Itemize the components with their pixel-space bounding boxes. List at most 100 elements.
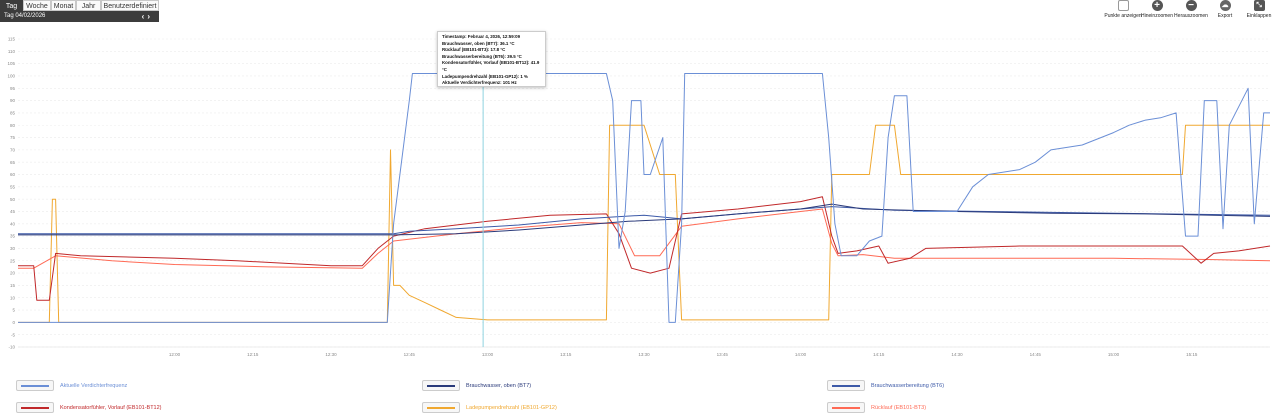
x-axis: 12:00 12:15 12:30 12:45 13:00 13:15 13:30 13:45…	[18, 346, 1270, 357]
series-line	[18, 73, 1270, 323]
export-button[interactable]: ☁ Export	[1208, 0, 1242, 22]
y-tick-label: -5	[11, 332, 15, 337]
legend-label: Kondensatorfühler, Vorlauf (EB101-BT12)	[60, 404, 162, 411]
chart-series	[18, 73, 1271, 323]
x-tick-label: 13:00	[482, 352, 494, 357]
legend-swatch	[827, 380, 865, 391]
tooltip-line: Rücklauf (EB101-BT3): 17.8 °C	[442, 47, 506, 53]
y-tick-label: 85	[10, 111, 16, 116]
tab-benutzerdefiniert[interactable]: Benutzerdefiniert	[101, 0, 159, 11]
date-navigator: Tag 04/02/2026 ‹›	[0, 11, 159, 22]
y-tick-label: 60	[10, 172, 16, 177]
chart-legend: Aktuelle Verdichterfrequenz Brauchwasser,…	[0, 378, 1280, 415]
y-tick-label: -10	[8, 345, 15, 350]
zoom-in-label: Hineinzoomen	[1141, 13, 1173, 19]
legend-swatch	[16, 402, 54, 413]
legend-item[interactable]: Kondensatorfühler, Vorlauf (EB101-BT12)	[16, 402, 162, 413]
y-tick-label: 50	[10, 197, 16, 202]
y-tick-label: 75	[10, 135, 16, 140]
legend-label: Brauchwasser, oben (BT7)	[466, 382, 532, 389]
legend-item[interactable]: Rücklauf (EB101-BT3)	[827, 402, 926, 413]
y-tick-label: 0	[12, 320, 15, 325]
zoom-in-button[interactable]: + Hineinzoomen	[1140, 0, 1174, 22]
series-line	[18, 196, 1271, 301]
x-tick-label: 15:00	[1108, 352, 1120, 357]
y-tick-label: 15	[10, 283, 16, 288]
x-tick-label: 13:30	[638, 352, 650, 357]
y-tick-label: 110	[8, 49, 16, 54]
legend-label: Rücklauf (EB101-BT3)	[871, 404, 927, 411]
y-tick-label: 40	[10, 221, 16, 226]
chart-grid	[18, 38, 1270, 348]
period-tabs: Tag Woche Monat Jahr Benutzerdefiniert Tag 0…	[0, 0, 159, 22]
y-tick-label: 10	[10, 295, 16, 300]
date-nav-arrows[interactable]: ‹›	[141, 12, 153, 21]
y-tick-label: 30	[10, 246, 16, 251]
y-axis: 1151101051009590858075706560555045403530…	[7, 37, 15, 350]
x-tick-label: 13:15	[560, 352, 572, 357]
y-tick-label: 95	[10, 86, 16, 91]
y-tick-label: 70	[10, 147, 16, 152]
tooltip-line: Ladepumpendrehzahl (EB101-GP12): 1 %	[442, 73, 528, 79]
legend-label: Ladepumpendrehzahl (EB101-GP12)	[466, 404, 557, 411]
y-tick-label: 35	[10, 234, 16, 239]
zoom-out-button[interactable]: − Herauszoomen	[1174, 0, 1208, 22]
period-tab-row: Tag Woche Monat Jahr Benutzerdefiniert	[0, 0, 159, 11]
legend-label: Aktuelle Verdichterfrequenz	[60, 382, 128, 389]
x-tick-label: 14:00	[795, 352, 807, 357]
y-tick-label: 25	[10, 258, 16, 263]
legend-swatch	[16, 380, 54, 391]
series-line	[18, 208, 1271, 269]
y-tick-label: 80	[10, 123, 16, 128]
tooltip-line: Timestamp: Februar 4, 2026, 12:59:09	[442, 34, 521, 39]
collapse-label: Einklappen	[1246, 13, 1272, 19]
data-tooltip: Timestamp: Februar 4, 2026, 12:59:09 Brau…	[437, 31, 546, 87]
tab-monat[interactable]: Monat	[51, 0, 76, 11]
y-tick-label: 5	[12, 308, 15, 313]
tooltip-line: Brauchwasser, oben (BT7): 36.1 °C	[442, 40, 515, 46]
export-label: Export	[1217, 13, 1233, 19]
chart-toolbar: Punkte anzeigen + Hineinzoomen − Herausz…	[1104, 0, 1276, 22]
zoom-out-label: Herauszoomen	[1174, 13, 1208, 19]
tooltip-line: Kondensatorfühler, Vorlauf (EB101-BT12):…	[442, 60, 540, 72]
x-tick-label: 14:30	[951, 352, 963, 357]
y-tick-label: 90	[10, 98, 16, 103]
show-points-label: Punkte anzeigen	[1104, 13, 1142, 19]
x-tick-label: 14:15	[873, 352, 885, 357]
x-tick-label: 12:30	[325, 352, 337, 357]
legend-swatch	[422, 380, 460, 391]
legend-item[interactable]: Ladepumpendrehzahl (EB101-GP12)	[422, 402, 557, 413]
legend-swatch	[827, 402, 865, 413]
legend-label: Brauchwasserbereitung (BT6)	[871, 382, 945, 389]
y-tick-label: 65	[10, 160, 16, 165]
y-tick-label: 105	[7, 61, 15, 66]
checkbox-icon	[1117, 0, 1129, 11]
x-tick-label: 12:15	[247, 352, 259, 357]
legend-swatch	[422, 402, 460, 413]
legend-item[interactable]: Aktuelle Verdichterfrequenz	[16, 380, 127, 391]
show-points-button[interactable]: Punkte anzeigen	[1104, 0, 1142, 22]
collapse-button[interactable]: ⤡ Einklappen	[1242, 0, 1276, 22]
x-tick-label: 13:45	[717, 352, 729, 357]
legend-item[interactable]: Brauchwasser, oben (BT7)	[422, 380, 531, 391]
x-tick-label: 15:15	[1186, 352, 1198, 357]
tab-tag[interactable]: Tag	[0, 0, 23, 11]
y-tick-label: 115	[8, 37, 16, 42]
date-label: Tag 04/02/2026	[4, 13, 46, 19]
tooltip-line: Brauchwasserbereitung (BT6): 39.5 °C	[442, 53, 522, 59]
plus-icon: +	[1151, 0, 1163, 11]
legend-item[interactable]: Brauchwasserbereitung (BT6)	[827, 380, 944, 391]
collapse-icon: ⤡	[1253, 0, 1265, 11]
series-line	[18, 203, 1271, 236]
tab-woche[interactable]: Woche	[23, 0, 51, 11]
minus-icon: −	[1185, 0, 1197, 11]
x-tick-label: 14:45	[1030, 352, 1042, 357]
y-tick-label: 20	[10, 271, 16, 276]
tooltip-line: Aktuelle Verdichterfrequenz: 101 Hz	[442, 80, 517, 86]
x-tick-label: 12:45	[404, 352, 416, 357]
cloud-download-icon: ☁	[1219, 0, 1231, 11]
tab-jahr[interactable]: Jahr	[76, 0, 101, 11]
y-tick-label: 100	[7, 74, 15, 79]
y-tick-label: 45	[10, 209, 16, 214]
